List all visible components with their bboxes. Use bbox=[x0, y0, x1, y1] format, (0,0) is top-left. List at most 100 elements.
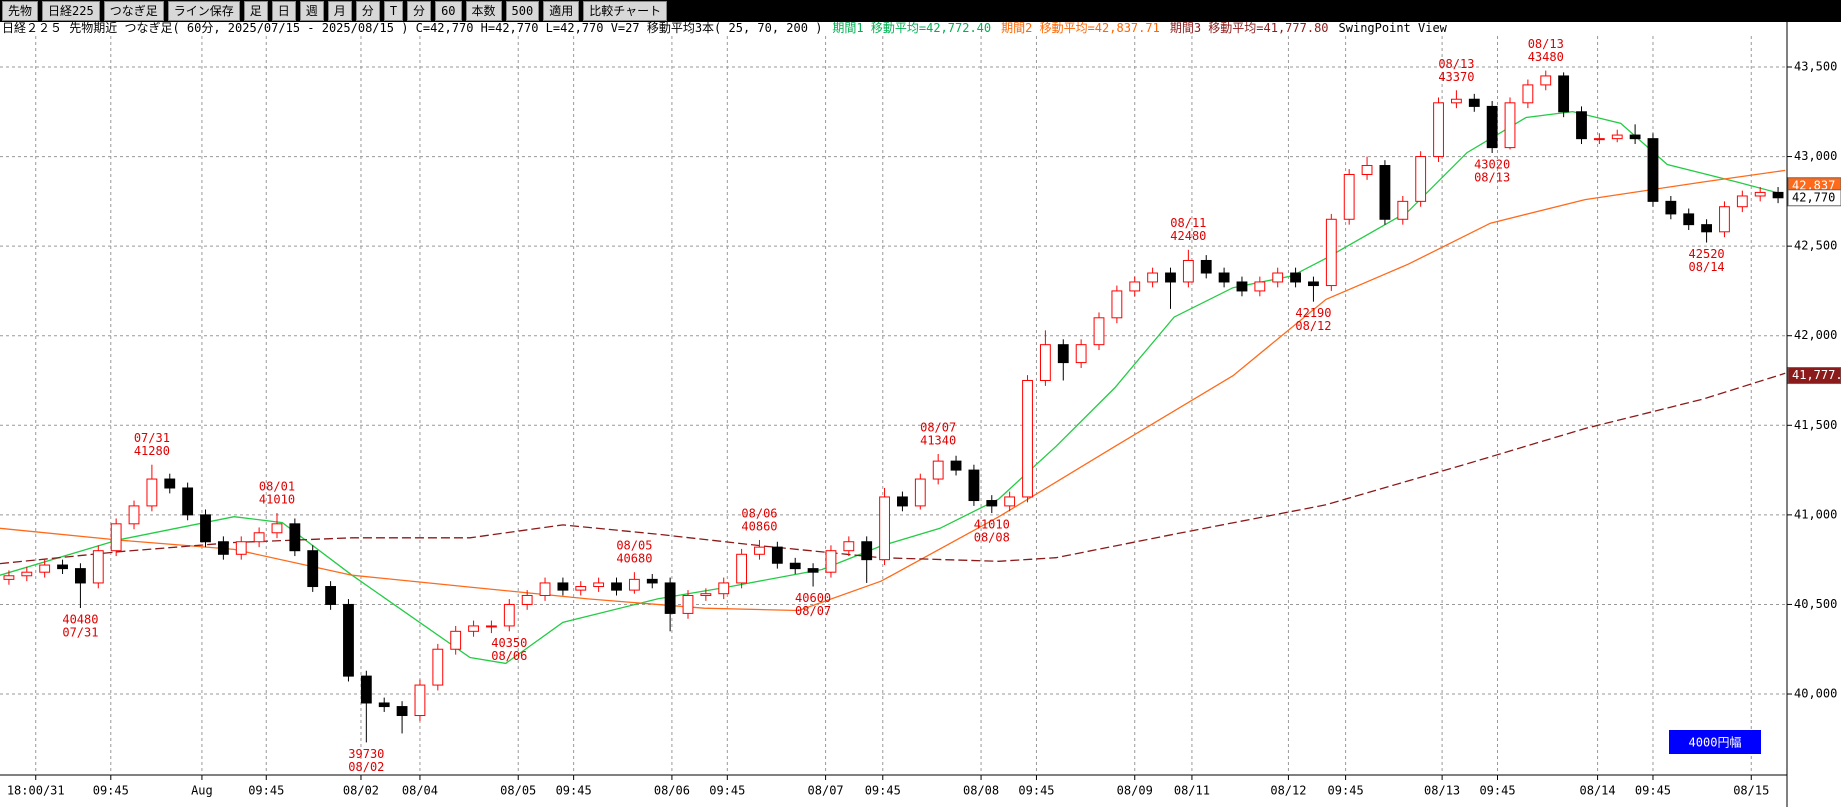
y-tick-label: 40,000 bbox=[1794, 687, 1837, 701]
candle-body bbox=[986, 500, 998, 507]
candle-body bbox=[432, 648, 444, 686]
x-tick-label: 09:45 bbox=[709, 784, 745, 798]
swing-price: 42190 bbox=[1295, 306, 1331, 320]
swing-price: 41280 bbox=[134, 444, 170, 458]
candle-body bbox=[182, 487, 194, 516]
toolbar-button[interactable]: 分 bbox=[355, 1, 380, 21]
swing-price: 40860 bbox=[741, 519, 777, 533]
candle-body bbox=[146, 478, 158, 507]
y-tick-label: 41,000 bbox=[1794, 507, 1837, 521]
candle-body bbox=[1701, 224, 1712, 233]
candle-body bbox=[1665, 200, 1677, 215]
candle-body bbox=[611, 582, 622, 591]
swing-price: 41010 bbox=[259, 493, 295, 507]
candle-body bbox=[128, 505, 140, 525]
candle-body bbox=[879, 496, 890, 561]
candle-body bbox=[718, 582, 730, 595]
candle-body bbox=[1576, 111, 1587, 140]
candle-body bbox=[1325, 218, 1337, 287]
swing-price: 40480 bbox=[62, 613, 98, 627]
candle-body bbox=[307, 550, 319, 588]
header-item: SwingPoint View bbox=[1339, 22, 1448, 35]
candle-body bbox=[21, 571, 33, 577]
candle-body bbox=[1004, 496, 1016, 507]
candle-body bbox=[1075, 344, 1087, 364]
header-item: 期間1 移動平均=42,772.40 bbox=[832, 22, 991, 35]
candle-body bbox=[235, 541, 247, 555]
candle-body bbox=[110, 523, 122, 552]
candle-body bbox=[771, 546, 783, 564]
toolbar-button[interactable]: 60 bbox=[435, 1, 462, 21]
x-tick-label: 09:45 bbox=[865, 784, 901, 798]
swing-price: 42520 bbox=[1689, 247, 1725, 261]
y-tick-label: 43,000 bbox=[1794, 149, 1837, 163]
toolbar-button[interactable]: 日 bbox=[271, 1, 296, 21]
candle-body bbox=[1468, 98, 1480, 107]
x-tick-label: Aug bbox=[191, 784, 213, 798]
toolbar-button[interactable]: 比較チャート bbox=[583, 1, 668, 21]
candle-body bbox=[1647, 138, 1659, 202]
candle-body bbox=[700, 593, 712, 596]
candle-body bbox=[289, 523, 301, 552]
candle-body bbox=[1683, 213, 1695, 226]
x-tick-label: 09:45 bbox=[248, 784, 284, 798]
toolbar-button[interactable]: ライン保存 bbox=[167, 1, 240, 21]
candle-body bbox=[754, 546, 765, 555]
candle-body bbox=[1433, 102, 1444, 158]
x-tick-label: 08/15 bbox=[1733, 784, 1769, 798]
toolbar-button[interactable]: 先物 bbox=[2, 1, 39, 21]
swing-price: 43020 bbox=[1474, 157, 1510, 171]
y-tick-label: 42,500 bbox=[1794, 239, 1837, 253]
x-tick-label: 09:45 bbox=[93, 784, 129, 798]
chart-header: 日経２２５ 先物期近 つなぎ足( 60分, 2025/07/15 - 2025/… bbox=[2, 22, 1448, 35]
toolbar-button[interactable]: 500 bbox=[505, 1, 540, 21]
swing-date: 08/05 bbox=[616, 539, 652, 553]
toolbar-button[interactable]: T bbox=[383, 1, 404, 21]
x-tick-label: 08/05 bbox=[500, 784, 536, 798]
swing-price: 42480 bbox=[1170, 229, 1206, 243]
y-tick-label: 43,500 bbox=[1794, 59, 1837, 73]
x-tick-label: 08/13 bbox=[1424, 784, 1460, 798]
swing-date: 08/02 bbox=[348, 760, 384, 774]
candle-body bbox=[92, 550, 104, 584]
x-tick-label: 08/04 bbox=[402, 784, 438, 798]
price-tag bbox=[1787, 189, 1841, 207]
toolbar-button[interactable]: 月 bbox=[327, 1, 352, 21]
toolbar-button[interactable]: 週 bbox=[299, 1, 324, 21]
toolbar-button[interactable]: 日経225 bbox=[42, 1, 100, 21]
candle-body bbox=[1165, 272, 1176, 283]
toolbar-button[interactable]: 分 bbox=[407, 1, 432, 21]
candle-body bbox=[1111, 290, 1123, 319]
candle-body bbox=[539, 582, 551, 596]
moving-average bbox=[0, 169, 1786, 612]
toolbar-button[interactable]: つなぎ足 bbox=[103, 1, 164, 21]
swing-price: 40350 bbox=[491, 636, 527, 650]
candle-body bbox=[57, 564, 68, 570]
candle-body bbox=[396, 706, 408, 717]
toolbar-button[interactable]: 足 bbox=[243, 1, 268, 21]
candle-body bbox=[628, 578, 640, 591]
candle-body bbox=[1611, 134, 1623, 140]
header-item: 日経２２５ 先物期近 つなぎ足( 60分, 2025/07/15 - 2025/… bbox=[2, 22, 822, 35]
candle-body bbox=[1772, 191, 1784, 199]
swing-date: 08/06 bbox=[491, 649, 527, 663]
candle-body bbox=[1290, 272, 1301, 283]
toolbar-button[interactable]: 適用 bbox=[543, 1, 580, 21]
candle-body bbox=[557, 582, 569, 591]
candle-body bbox=[789, 562, 801, 570]
candle-body bbox=[1736, 195, 1748, 208]
swing-date: 08/13 bbox=[1474, 170, 1510, 184]
toolbar-button[interactable]: 本数 bbox=[465, 1, 502, 21]
candle-body bbox=[1540, 75, 1552, 86]
y-tick-label: 40,500 bbox=[1794, 597, 1837, 611]
candle-body bbox=[1629, 134, 1641, 140]
candle-body bbox=[414, 684, 426, 717]
candle-body bbox=[468, 625, 479, 632]
swing-date: 08/01 bbox=[259, 480, 295, 494]
candle-body bbox=[968, 469, 980, 502]
candle-body bbox=[1129, 281, 1141, 292]
candle-body bbox=[1361, 165, 1373, 175]
candle-body bbox=[1147, 272, 1159, 283]
candle-body bbox=[39, 564, 51, 573]
